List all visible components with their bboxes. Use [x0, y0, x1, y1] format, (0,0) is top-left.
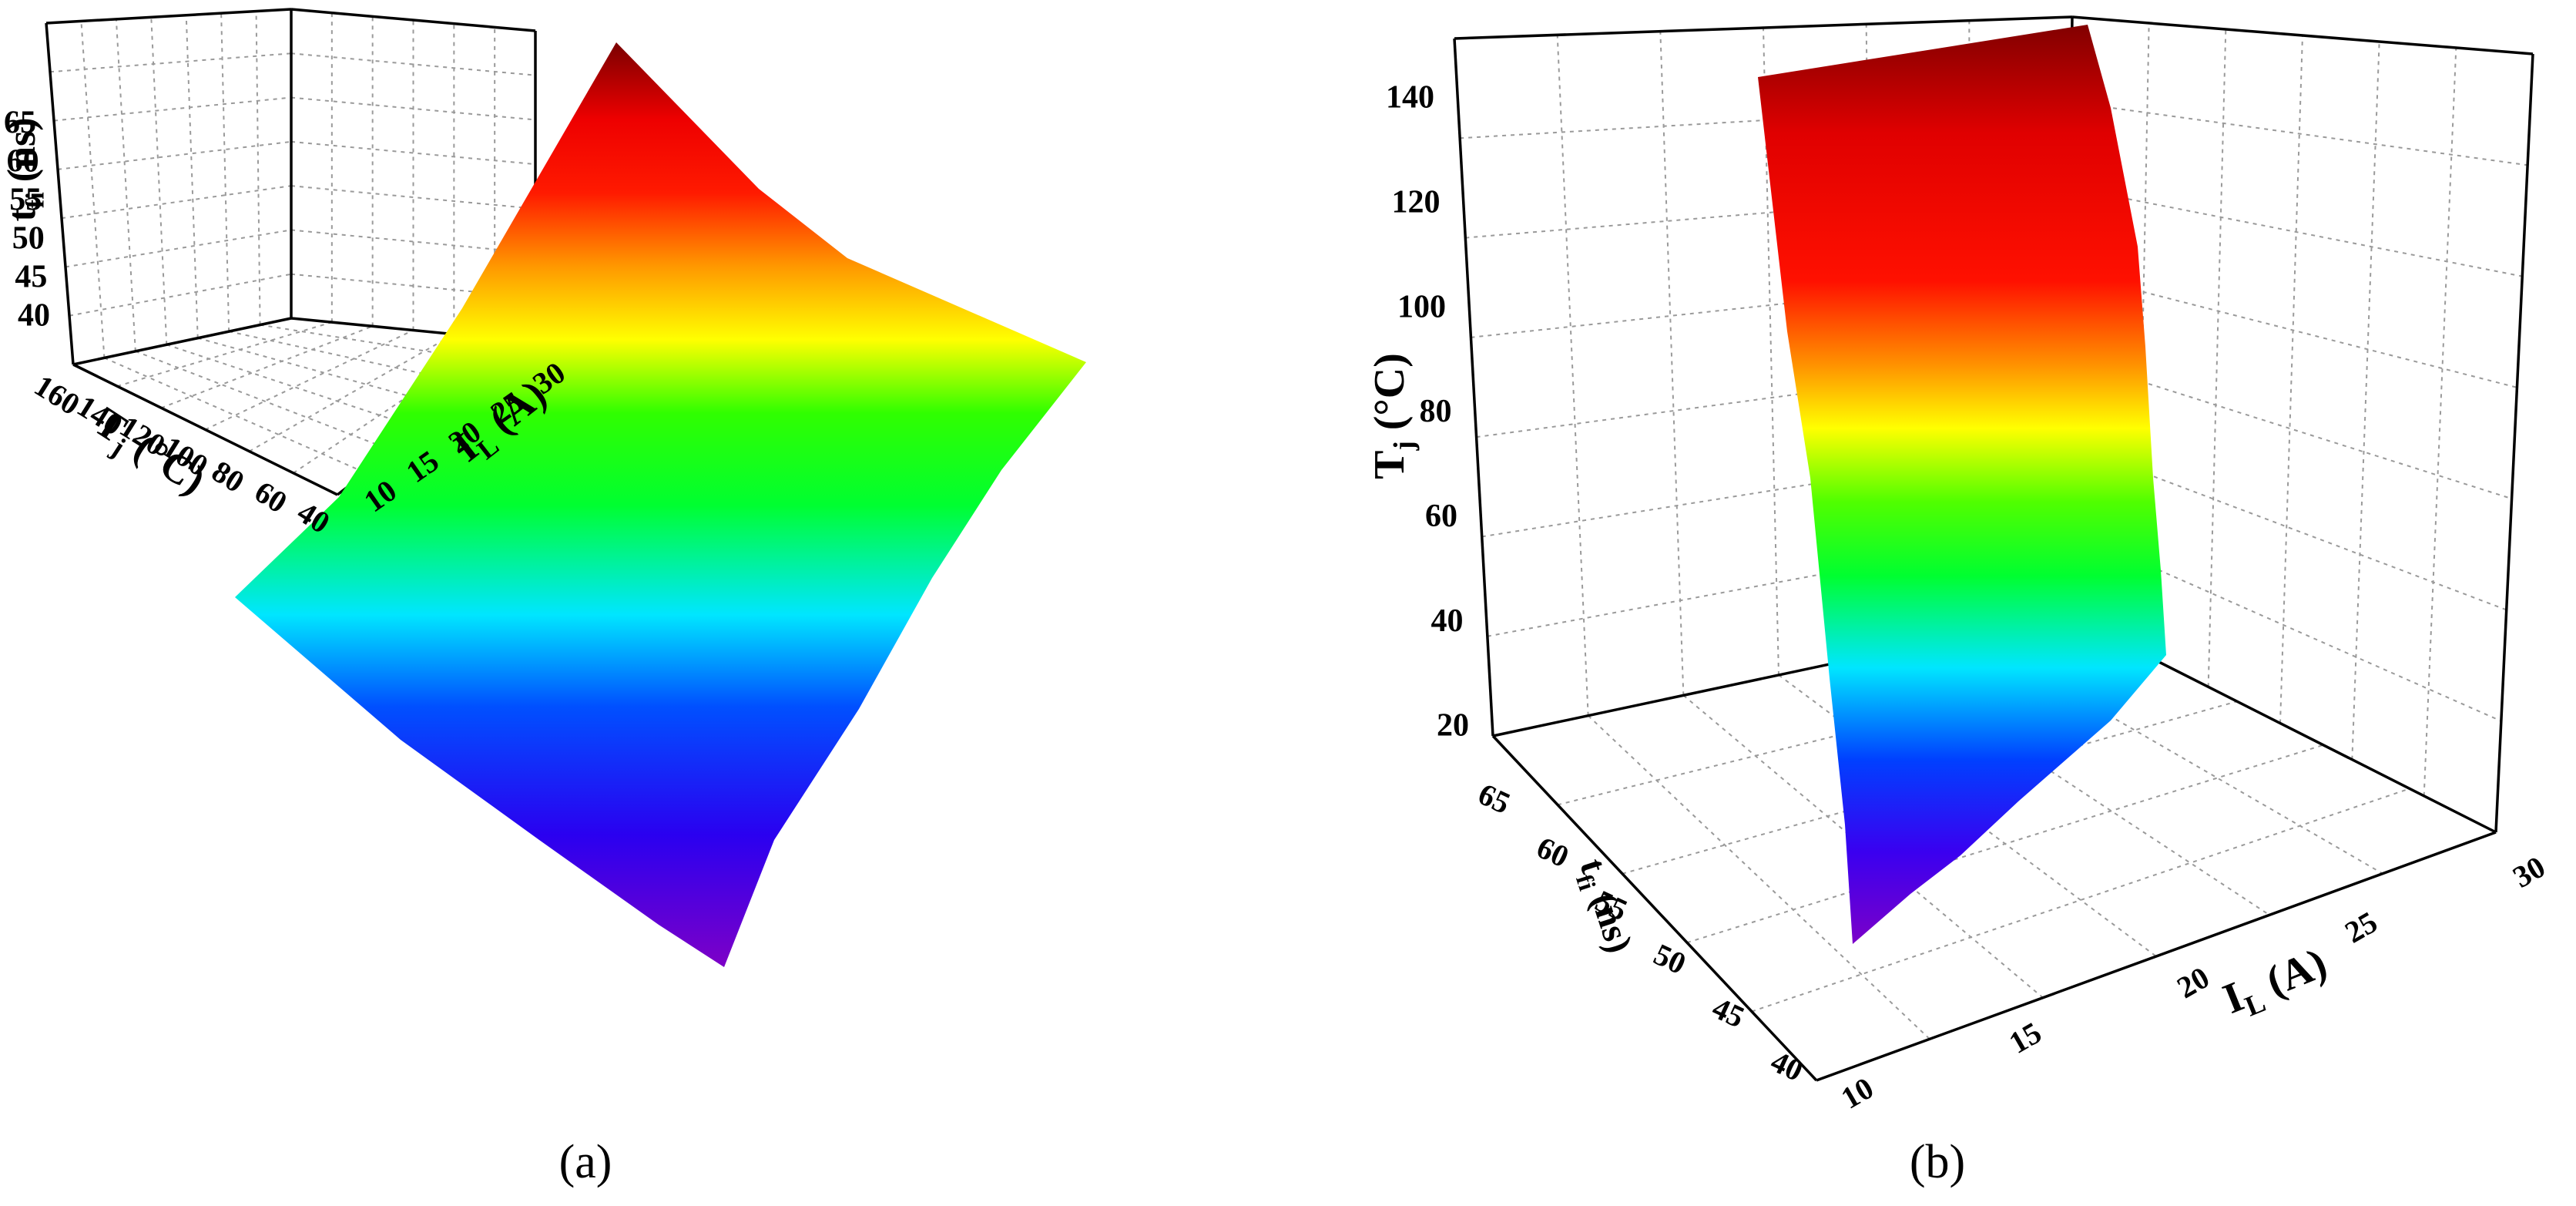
panel-b-floor-gridline	[1686, 744, 2324, 944]
panel-b-surface	[1758, 25, 2166, 944]
panel-a-left-wall-gridline	[220, 13, 230, 332]
panel-b-y-tick: 15	[2003, 1015, 2047, 1060]
panel-b-left-wall-gridline	[1659, 31, 1685, 696]
panel-a-left-wall-gridline	[53, 96, 292, 122]
panel-a-left-wall-gridline	[57, 140, 292, 170]
panel-a-left-wall-gridline	[69, 273, 292, 317]
panel-b-floor-gridline	[1587, 714, 1930, 1040]
panel-a-z-tick: 50	[12, 221, 45, 257]
panel-a-x-title: Tj (°C)	[83, 398, 213, 509]
panel-a-right-wall-gridline	[290, 52, 536, 76]
panel-a-frame-edge	[45, 8, 292, 25]
panel-a-z-tick: 40	[18, 298, 50, 334]
panel-b-y-tick: 20	[2171, 959, 2215, 1005]
panel-b-frame-edge	[1816, 831, 2497, 1082]
panel-b-left-wall-gridline	[1763, 27, 1779, 676]
panel-b-right-wall-gridline	[2068, 272, 2517, 388]
panel-b-z-tick: 100	[1397, 289, 1446, 324]
panel-b-y-tick: 25	[2339, 905, 2383, 950]
panel-a-floor-gridline	[249, 333, 454, 452]
panel-b-frame-edge	[2494, 53, 2534, 833]
panel-a-right-wall-gridline	[290, 185, 536, 210]
panel-a-z-tick: 65	[4, 106, 36, 141]
panel-b-left-wall-gridline	[1476, 357, 2068, 438]
panel-b-left-wall-gridline	[1556, 35, 1589, 716]
panel-b-x-tick: 65	[1473, 776, 1515, 821]
panel-a-frame-edge	[72, 317, 292, 366]
panel-a-z-title: tfi (ns)	[0, 117, 49, 221]
panel-b-y-tick: 10	[1835, 1070, 1879, 1116]
panel-a-label: (a)	[559, 1136, 612, 1188]
panel-a-surface	[235, 42, 1086, 967]
panel-a-z-tick: 55	[9, 183, 42, 218]
panel-b-y-tick: 30	[2507, 849, 2551, 895]
panel-b-frame-edge	[1454, 15, 2073, 40]
panel-a-floor-gridline	[166, 344, 423, 431]
panel-a-right-wall-gridline	[290, 229, 536, 254]
panel-b: 204060801001201406560555045401015202530 …	[1366, 15, 2551, 1188]
panel-a-left-wall-gridline	[255, 11, 261, 325]
panel-a-left-wall-gridline	[150, 17, 168, 345]
panel-b-z-tick: 60	[1425, 499, 1457, 534]
panel-a-z-tick: 45	[15, 260, 47, 295]
panel-b-frame-edge	[1453, 38, 1494, 737]
panel-b-z-tick: 120	[1392, 184, 1441, 220]
panel-a-right-wall-gridline	[290, 140, 536, 166]
panel-a-left-wall-gridline	[61, 185, 292, 220]
panel-b-frame-edge	[2071, 15, 2534, 55]
panel-a-floor-gridline	[205, 329, 414, 431]
panel-b-label: (b)	[1910, 1136, 1965, 1188]
panel-b-floor-gridline	[1682, 694, 2044, 999]
panel-b-right-wall-gridline	[2423, 47, 2457, 796]
panel-b-z-tick: 20	[1437, 708, 1469, 744]
panel-b-x-title: tfi (ns)	[1567, 854, 1640, 959]
panel-a-frame-edge	[45, 22, 75, 365]
panel-a-x-tick: 80	[206, 454, 250, 499]
panel-a-z-tick: 60	[7, 144, 39, 180]
panel-b-z-tick: 80	[1420, 394, 1452, 429]
panel-b-frame-edge	[1491, 734, 1818, 1082]
panel-b-x-tick: 60	[1531, 830, 1574, 875]
panel-b-z-tick: 140	[1386, 80, 1434, 116]
panel-a-frame-edge	[72, 363, 338, 496]
panel-a-floor-gridline	[293, 338, 495, 474]
panel-b-y-title: IL (A)	[2217, 939, 2336, 1029]
panel-a-floor-gridline	[116, 321, 333, 388]
panel-a-left-wall-gridline	[115, 18, 136, 351]
panel-a-left-wall-gridline	[80, 21, 106, 358]
panel-b-right-wall-gridline	[2279, 35, 2303, 724]
panel-b-floor-gridline	[1751, 788, 2410, 1013]
panel-a-frame-edge	[290, 8, 536, 32]
panel-a-x-tick: 60	[249, 474, 293, 519]
panel-b-x-tick: 50	[1649, 936, 1691, 981]
panel-b-x-tick: 45	[1707, 990, 1749, 1035]
panel-a-right-wall-gridline	[290, 96, 536, 121]
panel-b-x-tick: 40	[1766, 1043, 1808, 1088]
panel-b-z-title: Tj (°C)	[1366, 353, 1419, 479]
panel-a-left-wall-gridline	[65, 229, 292, 268]
panel-b-right-wall-gridline	[2071, 101, 2528, 166]
panel-a-left-wall-gridline	[49, 52, 292, 73]
panel-b-z-tick: 40	[1431, 603, 1464, 639]
panel-a-left-wall-gridline	[185, 15, 199, 338]
panel-a-floor-gridline	[160, 325, 374, 409]
panel-b-right-wall-gridline	[2207, 29, 2227, 687]
panel-b-right-wall-gridline	[2351, 41, 2380, 760]
panel-b-right-wall-gridline	[2069, 186, 2523, 277]
